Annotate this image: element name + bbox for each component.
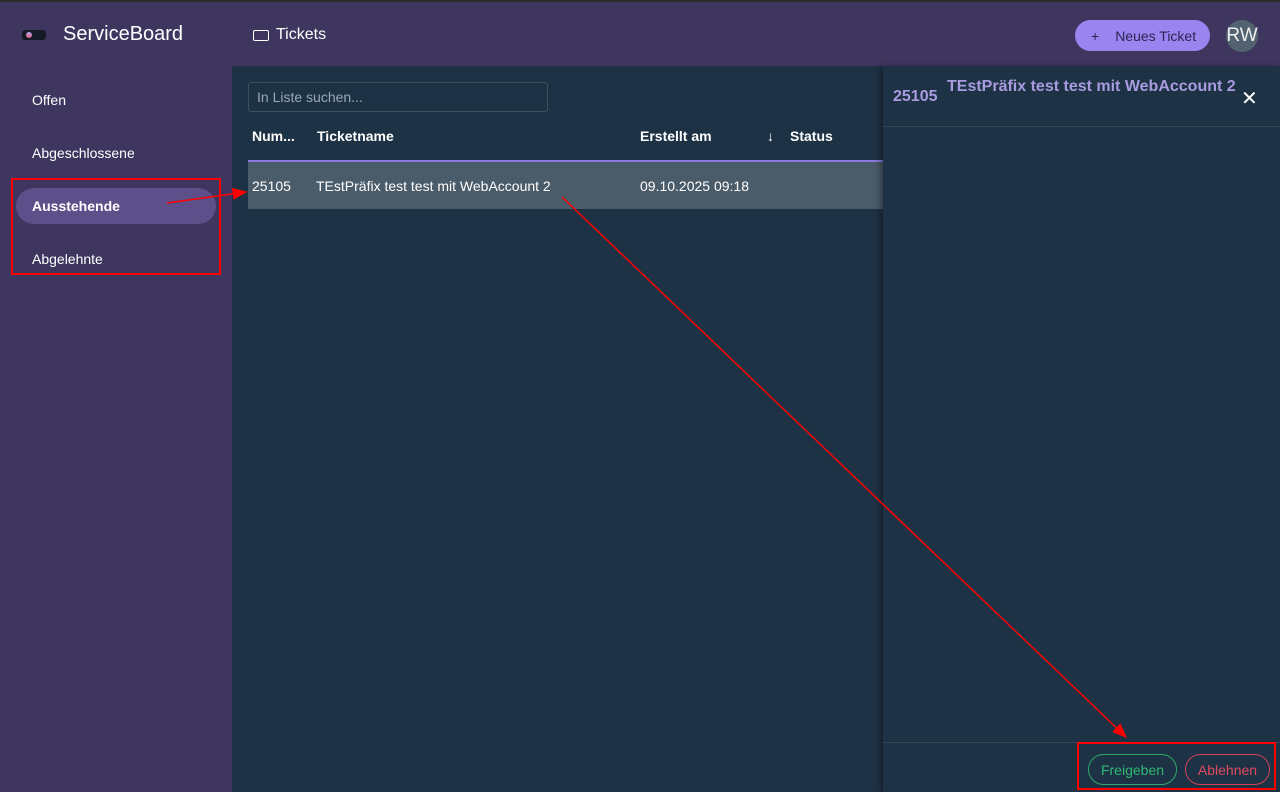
table-row[interactable]: 25105 TEstPräfix test test mit WebAccoun…	[248, 160, 883, 209]
sidebar-item-ausstehende[interactable]: Ausstehende	[16, 188, 216, 224]
detail-panel: 25105 TEstPräfix test test mit WebAccoun…	[883, 66, 1280, 792]
detail-number: 25105	[893, 88, 938, 105]
top-bar: ServiceBoard Tickets + Neues Ticket RW	[0, 0, 1280, 66]
ticket-icon	[253, 29, 269, 41]
sidebar-item-offen[interactable]: Offen	[32, 92, 66, 108]
nav-tickets[interactable]: Tickets	[253, 26, 326, 44]
new-ticket-button[interactable]: + Neues Ticket	[1075, 20, 1210, 51]
column-header-status[interactable]: Status	[790, 128, 833, 144]
sidebar-item-abgeschlossene[interactable]: Abgeschlossene	[32, 145, 135, 161]
close-icon[interactable]: ✕	[1241, 88, 1258, 110]
new-ticket-label: Neues Ticket	[1115, 27, 1197, 44]
plus-icon: +	[1091, 27, 1100, 44]
nav-label: Tickets	[276, 26, 327, 43]
sidebar-item-abgelehnte[interactable]: Abgelehnte	[32, 251, 103, 267]
reject-button[interactable]: Ablehnen	[1185, 754, 1270, 785]
cell-name: TEstPräfix test test mit WebAccount 2	[316, 178, 551, 194]
column-header-ticketname[interactable]: Ticketname	[317, 128, 394, 144]
detail-header: 25105 TEstPräfix test test mit WebAccoun…	[883, 66, 1280, 127]
sort-down-icon[interactable]: ↓	[767, 128, 774, 144]
cell-number: 25105	[252, 178, 291, 194]
detail-title: TEstPräfix test test mit WebAccount 2	[947, 78, 1236, 95]
sidebar: Offen Abgeschlossene Ausstehende Abgeleh…	[0, 66, 232, 792]
avatar[interactable]: RW	[1226, 20, 1258, 52]
detail-footer: Freigeben Ablehnen	[883, 742, 1280, 792]
column-header-number[interactable]: Num...	[252, 128, 295, 144]
app-title: ServiceBoard	[63, 23, 184, 45]
cell-created: 09.10.2025 09:18	[640, 178, 749, 194]
column-header-created[interactable]: Erstellt am	[640, 128, 712, 144]
search-input[interactable]	[248, 82, 548, 112]
approve-button[interactable]: Freigeben	[1088, 754, 1177, 785]
logo-icon	[22, 30, 46, 40]
